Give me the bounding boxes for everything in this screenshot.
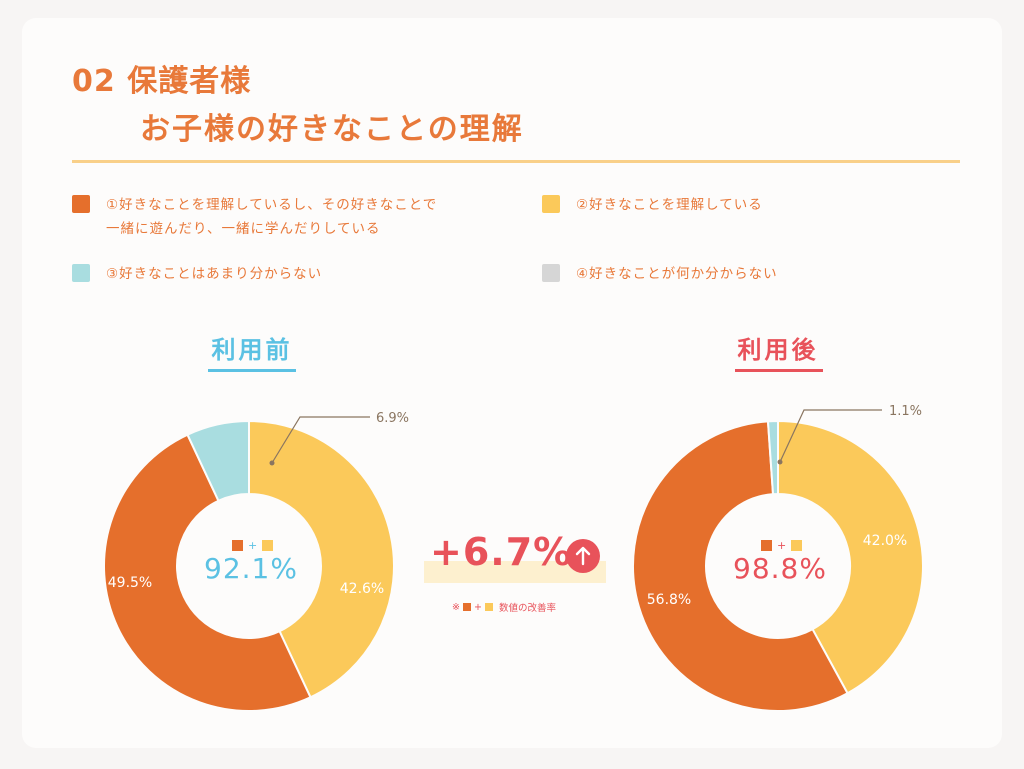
chart-before-title-underline [208,369,296,372]
center-square-1 [761,540,772,551]
donut-segment-2 [777,419,924,695]
data-label-2: 42.0% [863,533,907,549]
legend-label-4: ④好きなことが何か分からない [576,266,778,282]
improvement-highlight [424,561,606,583]
chart-after-title-underline [735,369,823,372]
legend-label-3: ③好きなことはあまり分からない [106,266,323,282]
data-label-3: 1.1% [889,404,922,419]
data-label-1: 49.5% [108,575,152,591]
page-title-line2: お子様の好きなことの理解 [140,112,524,147]
legend-label-1-line2: 一緒に遊んだり、一緒に学んだりしている [106,221,381,237]
legend-item-1: ①好きなことを理解しているし、その好きなことで 一緒に遊んだり、一緒に学んだりし… [72,193,437,241]
center-square-2 [791,540,803,551]
callout-leader-line [779,409,882,463]
after-center-value: 98.8% [733,552,827,585]
chart-after-title: 利用後 [737,336,819,364]
center-square-1 [232,540,243,551]
data-label-1: 56.8% [647,592,691,608]
center-square-2 [262,540,274,551]
note-text: 数値の改善率 [498,603,556,614]
donut-chart-before: 49.5% 42.6% 6.9% [103,411,409,712]
note-square-2 [484,603,493,611]
callout-dot [777,459,783,465]
donut-segment-3 [186,419,250,503]
title-divider [72,160,960,163]
note-mark: ※ [452,601,460,613]
legend-swatch-1 [72,195,90,213]
legend-item-2: ②好きなことを理解している [542,193,763,217]
improvement-note: ※ + 数値の改善率 [452,600,556,615]
donut-segment-2 [248,419,395,699]
after-center-legend: + [761,539,803,552]
donut-segment-3 [766,419,779,496]
legend-label-1: ①好きなことを理解しているし、その好きなことで [106,197,438,213]
callout-leader-line [271,416,370,464]
before-center-value: 92.1% [204,552,298,585]
center-plus: + [777,539,787,552]
chart-before-title: 利用前 [211,336,293,364]
donut-segment-1 [632,420,849,712]
donut-chart-after: 56.8% 42.0% 1.1% [632,404,924,712]
center-plus: + [248,539,258,552]
improvement-value: +6.7% [430,530,573,574]
legend-label-2: ②好きなことを理解している [576,197,763,213]
data-label-3: 6.9% [376,411,409,426]
legend-item-3: ③好きなことはあまり分からない [72,262,322,286]
legend-swatch-2 [542,195,560,213]
page-title-line1: 02 保護者様 [72,64,252,99]
legend-item-4: ④好きなことが何か分からない [542,262,778,286]
before-center-legend: + [232,539,274,552]
legend-swatch-4 [542,264,560,282]
callout-dot [269,460,275,466]
note-plus: + [473,601,482,613]
data-label-2: 42.6% [340,581,384,597]
up-arrow-icon [566,539,600,573]
note-square-1 [462,603,471,611]
donut-segment-1 [103,433,312,712]
legend-swatch-3 [72,264,90,282]
